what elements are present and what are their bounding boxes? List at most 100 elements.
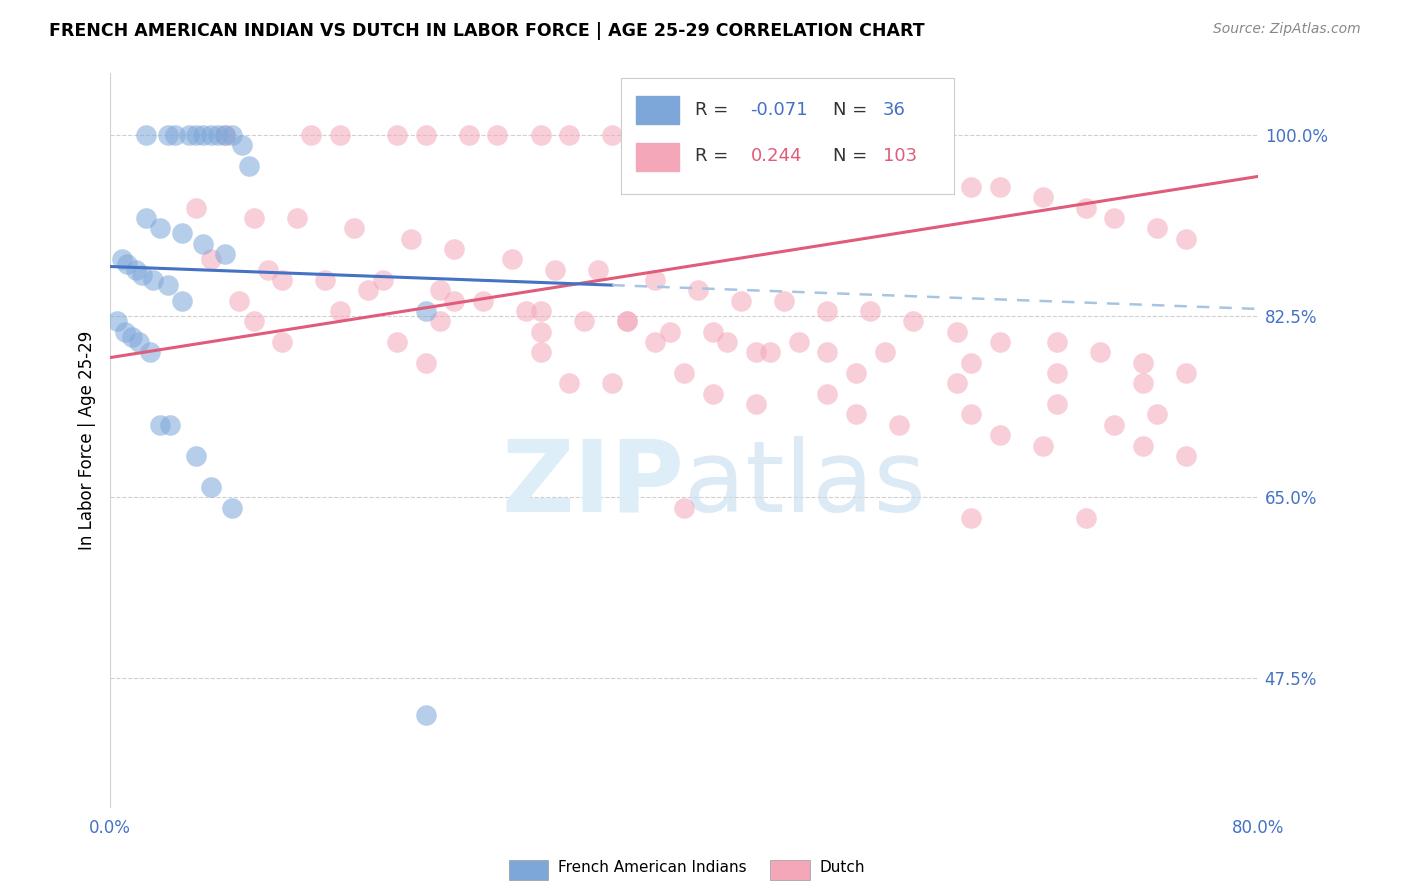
Point — [238, 159, 260, 173]
Point — [385, 128, 408, 142]
Point — [257, 262, 280, 277]
Point — [815, 304, 838, 318]
Point — [960, 511, 983, 525]
Point — [111, 252, 134, 267]
Point — [159, 417, 181, 432]
FancyBboxPatch shape — [621, 78, 953, 194]
Point — [658, 325, 681, 339]
Y-axis label: In Labor Force | Age 25-29: In Labor Force | Age 25-29 — [79, 331, 96, 550]
Point — [988, 428, 1011, 442]
Point — [329, 304, 352, 318]
Point — [170, 293, 193, 308]
Point — [121, 330, 143, 344]
Point — [702, 325, 724, 339]
Text: N =: N = — [834, 147, 873, 165]
Point — [1046, 366, 1069, 380]
Point — [529, 345, 551, 359]
Point — [672, 128, 695, 142]
Point — [415, 128, 437, 142]
Point — [214, 128, 236, 142]
Text: -0.071: -0.071 — [751, 101, 808, 119]
Point — [149, 221, 172, 235]
Point — [859, 304, 882, 318]
Point — [529, 128, 551, 142]
Point — [903, 314, 925, 328]
Point — [702, 128, 724, 142]
Point — [945, 325, 967, 339]
Point — [515, 304, 537, 318]
Point — [429, 283, 451, 297]
Point — [200, 480, 222, 494]
Point — [214, 247, 236, 261]
Point — [945, 376, 967, 391]
Point — [170, 227, 193, 241]
Point — [600, 376, 623, 391]
Point — [1032, 438, 1054, 452]
Point — [142, 273, 165, 287]
Point — [486, 128, 509, 142]
Text: 36: 36 — [883, 101, 905, 119]
Text: FRENCH AMERICAN INDIAN VS DUTCH IN LABOR FORCE | AGE 25-29 CORRELATION CHART: FRENCH AMERICAN INDIAN VS DUTCH IN LABOR… — [49, 22, 925, 40]
Point — [730, 293, 752, 308]
Point — [845, 408, 868, 422]
Point — [616, 314, 638, 328]
Point — [271, 334, 294, 349]
Point — [544, 262, 567, 277]
Point — [960, 179, 983, 194]
Point — [221, 128, 243, 142]
Point — [385, 334, 408, 349]
Point — [1046, 397, 1069, 411]
Text: 103: 103 — [883, 147, 917, 165]
Point — [193, 128, 215, 142]
Point — [343, 221, 366, 235]
Text: Source: ZipAtlas.com: Source: ZipAtlas.com — [1213, 22, 1361, 37]
Point — [960, 356, 983, 370]
Point — [271, 273, 294, 287]
Point — [702, 386, 724, 401]
Point — [117, 257, 139, 271]
Point — [744, 397, 766, 411]
Point — [228, 293, 250, 308]
Point — [207, 128, 229, 142]
Point — [329, 128, 352, 142]
Point — [1175, 366, 1198, 380]
Point — [716, 334, 738, 349]
FancyBboxPatch shape — [636, 143, 679, 170]
Point — [988, 179, 1011, 194]
Point — [443, 242, 465, 256]
Text: atlas: atlas — [683, 436, 925, 533]
Point — [242, 211, 264, 225]
Point — [572, 314, 595, 328]
Point — [285, 211, 308, 225]
Point — [688, 283, 710, 297]
Point — [529, 325, 551, 339]
Point — [988, 334, 1011, 349]
Point — [1175, 449, 1198, 463]
Point — [299, 128, 322, 142]
Point — [200, 252, 222, 267]
Point — [1104, 211, 1126, 225]
Point — [672, 500, 695, 515]
Point — [644, 334, 666, 349]
Point — [139, 345, 162, 359]
Text: R =: R = — [696, 101, 734, 119]
Point — [672, 366, 695, 380]
Point — [501, 252, 523, 267]
Point — [1046, 334, 1069, 349]
Point — [787, 128, 810, 142]
Point — [773, 293, 796, 308]
Point — [917, 169, 939, 184]
Point — [744, 128, 766, 142]
Point — [177, 128, 200, 142]
Point — [1074, 511, 1097, 525]
Point — [529, 304, 551, 318]
Point — [114, 325, 136, 339]
Point — [156, 278, 179, 293]
Point — [815, 149, 838, 163]
Point — [415, 356, 437, 370]
Text: French American Indians: French American Indians — [558, 861, 747, 875]
Point — [1132, 438, 1154, 452]
Point — [221, 500, 243, 515]
Point — [586, 262, 609, 277]
Point — [759, 345, 782, 359]
